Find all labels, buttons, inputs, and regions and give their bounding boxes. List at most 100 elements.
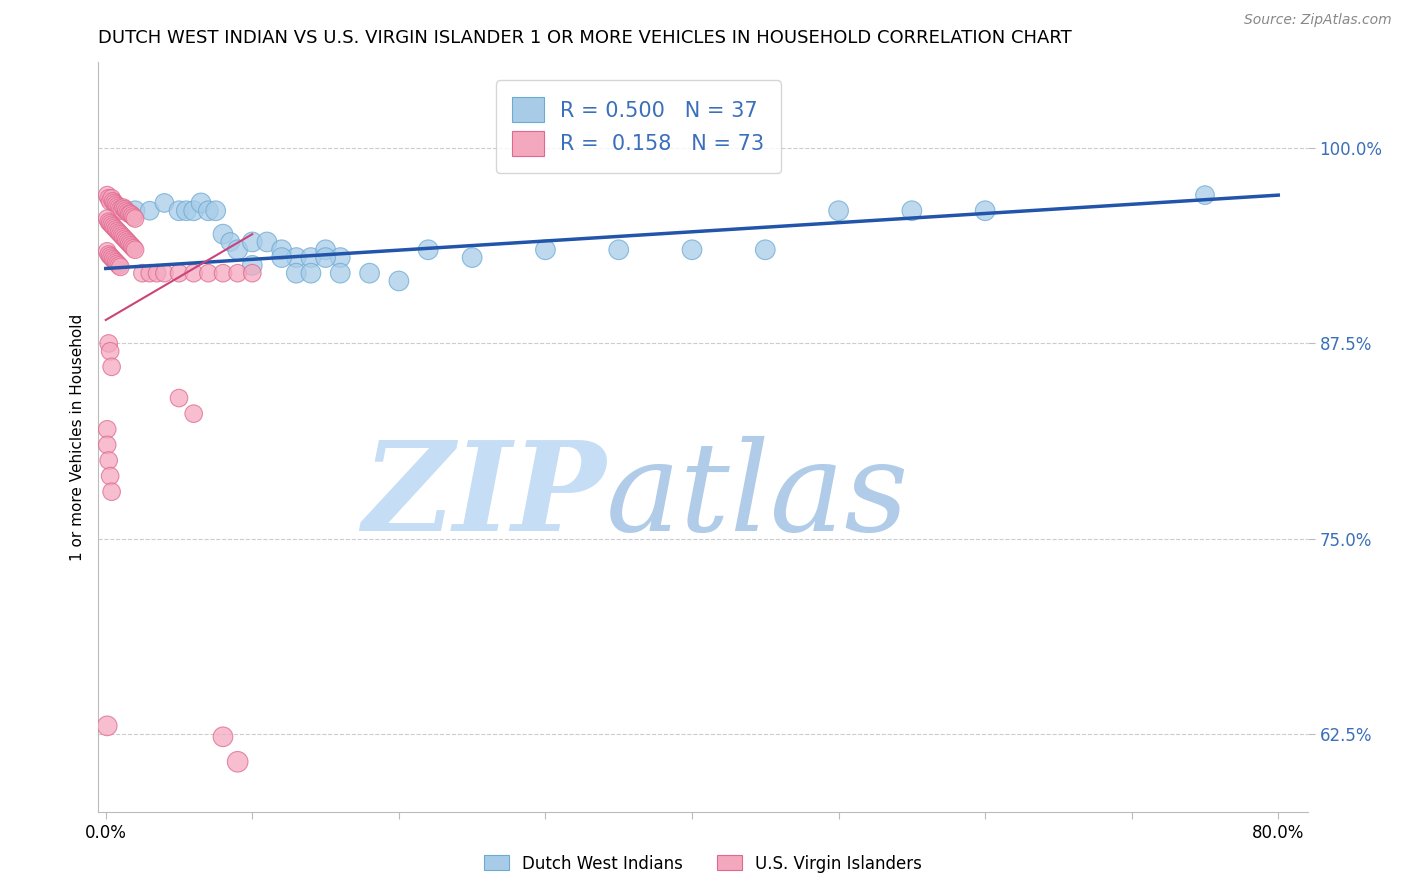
Point [131,266,153,280]
Point [98,469,121,483]
Point [285,251,308,265]
Point [118,236,141,251]
Point [108,259,131,273]
Point [270,251,292,265]
Point [121,239,143,253]
Point [754,243,776,257]
Point [103,221,125,235]
Point [117,235,139,249]
Point [96,188,118,202]
Text: atlas: atlas [606,436,910,558]
Point [103,253,125,268]
Point [96,211,118,226]
Point [974,203,997,218]
Point [183,407,205,421]
Point [122,210,145,224]
Point [219,235,242,249]
Point [100,359,122,374]
Point [226,755,249,769]
Point [111,203,134,218]
Point [101,252,124,266]
Point [212,227,235,241]
Point [190,195,212,210]
Point [100,251,122,265]
Point [270,243,292,257]
Point [96,422,118,436]
Point [110,260,132,274]
Point [108,226,131,240]
Point [101,219,124,234]
Point [240,266,263,280]
Point [176,203,198,218]
Point [183,203,205,218]
Point [103,195,125,210]
Point [197,203,219,218]
Point [105,222,128,236]
Point [118,207,141,221]
Point [97,247,120,261]
Text: Source: ZipAtlas.com: Source: ZipAtlas.com [1244,13,1392,28]
Point [461,251,484,265]
Point [96,719,118,733]
Point [121,209,143,223]
Point [107,224,129,238]
Point [167,266,190,280]
Point [97,191,120,205]
Point [108,201,131,215]
Point [681,243,703,257]
Point [212,730,235,744]
Point [329,251,352,265]
Point [359,266,381,280]
Point [112,230,135,244]
Point [120,238,142,252]
Point [827,203,849,218]
Point [100,484,122,499]
Point [97,453,120,467]
Point [1194,188,1216,202]
Point [98,344,121,359]
Point [299,266,322,280]
Point [105,197,128,211]
Point [117,205,139,219]
Point [112,201,135,215]
Point [105,255,128,269]
Point [111,228,134,243]
Point [901,203,924,218]
Point [418,243,440,257]
Point [197,266,219,280]
Point [98,194,121,209]
Point [98,216,121,230]
Point [167,391,190,405]
Text: ZIP: ZIP [363,436,606,558]
Point [110,202,132,217]
Point [329,266,352,280]
Text: DUTCH WEST INDIAN VS U.S. VIRGIN ISLANDER 1 OR MORE VEHICLES IN HOUSEHOLD CORREL: DUTCH WEST INDIAN VS U.S. VIRGIN ISLANDE… [98,29,1073,47]
Point [153,266,176,280]
Point [100,191,122,205]
Point [204,203,226,218]
Point [114,202,136,217]
Point [167,203,190,218]
Point [100,218,122,232]
Point [153,195,176,210]
Point [607,243,630,257]
Point [138,266,160,280]
Point [115,203,138,218]
Point [107,257,129,271]
Point [226,266,249,280]
Point [98,249,121,263]
Point [115,234,138,248]
Point [107,199,129,213]
Point [146,266,169,280]
Point [97,215,120,229]
Point [124,243,146,257]
Point [299,251,322,265]
Point [124,203,146,218]
Point [240,259,263,273]
Y-axis label: 1 or more Vehicles in Household: 1 or more Vehicles in Household [69,313,84,561]
Point [101,194,124,209]
Point [240,235,263,249]
Point [285,266,308,280]
Point [226,243,249,257]
Point [96,244,118,259]
